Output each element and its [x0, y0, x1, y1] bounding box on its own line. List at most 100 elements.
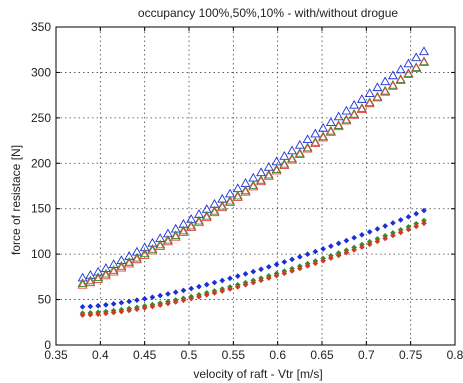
data-point-dot — [328, 243, 334, 249]
data-point-dot — [172, 299, 179, 305]
data-point-dot — [289, 256, 295, 263]
data-point-triangle — [232, 190, 243, 200]
data-point-triangle — [248, 181, 259, 191]
y-tick-label: 200 — [31, 156, 51, 170]
data-point-triangle — [162, 236, 173, 246]
data-point-dot — [320, 257, 326, 264]
data-point-dot — [289, 268, 295, 274]
data-point-triangle — [209, 207, 220, 217]
data-point-triangle — [108, 266, 119, 276]
data-point-dot — [265, 264, 272, 270]
data-point-triangle — [395, 74, 406, 83]
data-point-dot — [250, 279, 257, 286]
y-tick-label: 350 — [31, 20, 51, 34]
data-point-dot — [258, 277, 264, 284]
series-3 — [77, 57, 429, 289]
data-point-triangle — [271, 164, 282, 174]
data-point-triangle — [302, 142, 313, 152]
data-point-dot — [196, 293, 202, 300]
y-tick-label: 250 — [31, 111, 51, 125]
data-point-triangle — [356, 103, 367, 112]
data-point-triangle — [380, 86, 391, 96]
data-point-triangle — [217, 202, 228, 212]
data-point-dot — [390, 220, 396, 226]
data-point-triangle — [116, 262, 127, 272]
data-point-dot — [258, 266, 264, 273]
data-point-dot — [297, 254, 303, 260]
data-point-dot — [141, 305, 148, 311]
data-point-dot — [382, 235, 389, 242]
data-point-dot — [134, 297, 140, 303]
data-point-triangle — [139, 248, 150, 258]
data-series — [77, 46, 429, 318]
data-point-triangle — [372, 82, 383, 92]
data-point-triangle — [333, 120, 344, 129]
x-axis-label: velocity of raft - Vtr [m/s] — [193, 367, 322, 381]
data-point-dot — [335, 240, 342, 247]
data-point-triangle — [418, 56, 429, 66]
data-point-triangle — [403, 58, 414, 68]
data-point-dot — [196, 283, 202, 290]
data-point-triangle — [325, 117, 336, 126]
data-point-triangle — [147, 245, 158, 255]
data-point-dot — [320, 246, 326, 252]
data-point-triangle — [349, 99, 360, 109]
data-point-triangle — [232, 192, 243, 201]
data-point-triangle — [263, 169, 274, 179]
data-point-dot — [242, 271, 249, 277]
chart-title: occupancy 100%,50%,10% - with/without dr… — [138, 6, 398, 20]
data-point-triangle — [170, 230, 181, 239]
data-point-dot — [366, 229, 373, 235]
data-point-triangle — [341, 115, 352, 125]
y-tick-label: 300 — [31, 65, 51, 79]
data-point-dot — [297, 265, 303, 272]
data-point-dot — [250, 268, 257, 275]
data-point-dot — [118, 299, 125, 306]
data-point-dot — [219, 288, 226, 294]
data-point-dot — [312, 260, 319, 267]
data-point-triangle — [147, 244, 158, 253]
data-point-dot — [335, 252, 342, 259]
data-point-triangle — [310, 138, 321, 147]
data-point-dot — [180, 287, 187, 294]
data-point-triangle — [325, 125, 336, 135]
x-tick-label: 0.55 — [222, 348, 246, 362]
data-point-dot — [103, 310, 109, 317]
data-point-triangle — [186, 222, 197, 231]
data-point-triangle — [155, 239, 166, 249]
data-point-triangle — [240, 186, 251, 196]
data-point-dot — [273, 261, 280, 268]
x-tick-label: 0.45 — [133, 348, 157, 362]
data-point-triangle — [77, 278, 88, 287]
data-point-dot — [95, 311, 101, 317]
data-point-dot — [343, 249, 350, 256]
data-point-triangle — [225, 197, 235, 206]
data-point-dot — [95, 302, 101, 309]
data-point-triangle — [411, 52, 422, 62]
data-point-triangle — [155, 241, 166, 250]
data-point-triangle — [349, 110, 360, 119]
data-point-triangle — [287, 153, 298, 163]
data-point-dot — [304, 251, 311, 258]
data-point-triangle — [380, 76, 391, 86]
data-point-triangle — [341, 114, 352, 124]
data-point-dot — [180, 297, 187, 304]
x-tick-label: 0.5 — [181, 348, 198, 362]
data-point-triangle — [310, 137, 321, 146]
data-point-dot — [374, 226, 381, 232]
y-tick-label: 50 — [38, 293, 52, 307]
data-point-triangle — [93, 274, 104, 283]
data-point-triangle — [418, 57, 429, 67]
data-point-dot — [328, 255, 334, 261]
data-point-triangle — [93, 272, 104, 282]
data-point-dot — [87, 311, 94, 318]
data-point-dot — [413, 223, 420, 230]
data-point-dot — [265, 275, 272, 281]
data-point-dot — [103, 302, 109, 308]
data-point-dot — [281, 270, 288, 277]
data-point-dot — [188, 295, 195, 302]
data-point-dot — [343, 237, 350, 244]
data-point-dot — [413, 210, 420, 217]
data-point-triangle — [318, 131, 329, 141]
